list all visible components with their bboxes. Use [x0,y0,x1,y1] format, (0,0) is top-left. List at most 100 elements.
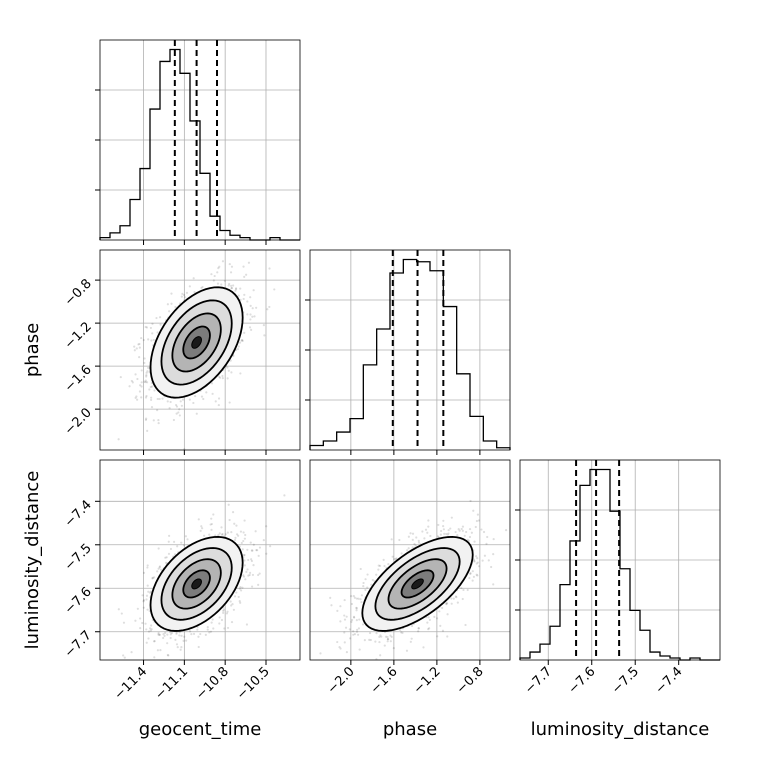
sample-point [192,401,195,405]
sample-point [237,595,240,599]
sample-point [492,583,495,586]
sample-point [258,572,261,575]
sample-point [377,564,380,567]
sample-point [222,609,225,612]
y-tick-label-phase: −0.8 [62,276,95,309]
sample-point [461,597,464,601]
sample-point [265,525,268,528]
sample-point [146,564,149,567]
sample-point [422,646,425,649]
sample-point [138,342,141,346]
sample-point [241,586,244,589]
sample-point [214,400,217,403]
sample-point [147,637,150,640]
sample-point [210,522,213,526]
sample-point [391,555,394,558]
sample-point [142,600,145,603]
x-tick-label-luminosity-distance: −7.5 [609,664,642,697]
sample-point [368,631,372,635]
sample-point [167,654,170,657]
sample-point [183,296,187,299]
sample-point [439,533,442,536]
sample-point [233,595,237,598]
sample-point [446,635,449,638]
sample-point [237,534,240,537]
sample-point [250,549,253,552]
sample-point [350,595,353,598]
sample-point [377,568,380,571]
sample-point [336,640,339,644]
sample-point [417,627,420,630]
sample-point [410,624,414,628]
sample-point [149,629,152,632]
sample-point [147,590,150,593]
sample-point [230,604,233,607]
sample-point [149,590,152,593]
sample-point [348,628,351,631]
sample-point [464,623,467,627]
sample-point [123,656,126,659]
sample-point [242,539,245,543]
scatter-body [117,494,286,659]
sample-point [152,640,156,643]
sample-point [151,577,154,580]
sample-point [161,397,164,400]
sample-point [157,419,160,422]
sample-point [383,644,386,647]
density-contour-5 [411,578,424,590]
sample-point [146,608,149,611]
sample-point [415,536,418,539]
sample-point [182,639,185,642]
sample-point [200,286,203,290]
sample-point [221,377,224,380]
sample-point [228,262,231,266]
sample-point [164,631,167,634]
sample-point [169,547,173,551]
sample-point [243,519,246,522]
sample-point [473,540,476,543]
sample-point [242,297,245,301]
sample-point [469,572,472,575]
sample-point [137,343,140,346]
panel-frame [519,459,721,661]
y-tick-label-luminosity-distance: −7.7 [62,628,95,661]
sample-point [442,519,445,522]
sample-point [362,581,365,585]
sample-point [226,531,229,534]
sample-point [194,395,197,398]
sample-point [269,545,272,548]
sample-point [400,631,403,634]
sample-point [146,370,149,373]
sample-point [211,618,214,621]
sample-point [120,612,123,615]
sample-point [238,600,241,603]
sample-point [174,403,178,407]
sample-point [344,626,348,629]
sample-point [180,404,183,407]
sample-point [175,631,178,634]
sample-point [247,261,251,264]
sample-point [386,638,390,641]
sample-point [487,559,490,562]
sample-point [472,509,475,512]
sample-point [250,328,253,331]
sample-point [141,621,144,625]
sample-point [239,287,242,290]
sample-point [185,639,188,642]
histogram-panel-luminosity-distance: −7.7 −7.6 −7.5 −7.4 [515,459,721,697]
sample-point [140,336,143,340]
sample-point [246,568,249,571]
sample-point [151,322,154,325]
sample-point [150,406,154,409]
sample-point [151,385,154,388]
sample-point [193,291,196,294]
sample-point [199,632,202,636]
sample-point [206,628,209,631]
sample-point [477,565,481,568]
sample-point [356,633,360,636]
sample-point [246,313,249,316]
sample-point [312,667,314,669]
sample-point [268,267,271,270]
sample-point [175,405,179,408]
sample-point [188,398,191,401]
